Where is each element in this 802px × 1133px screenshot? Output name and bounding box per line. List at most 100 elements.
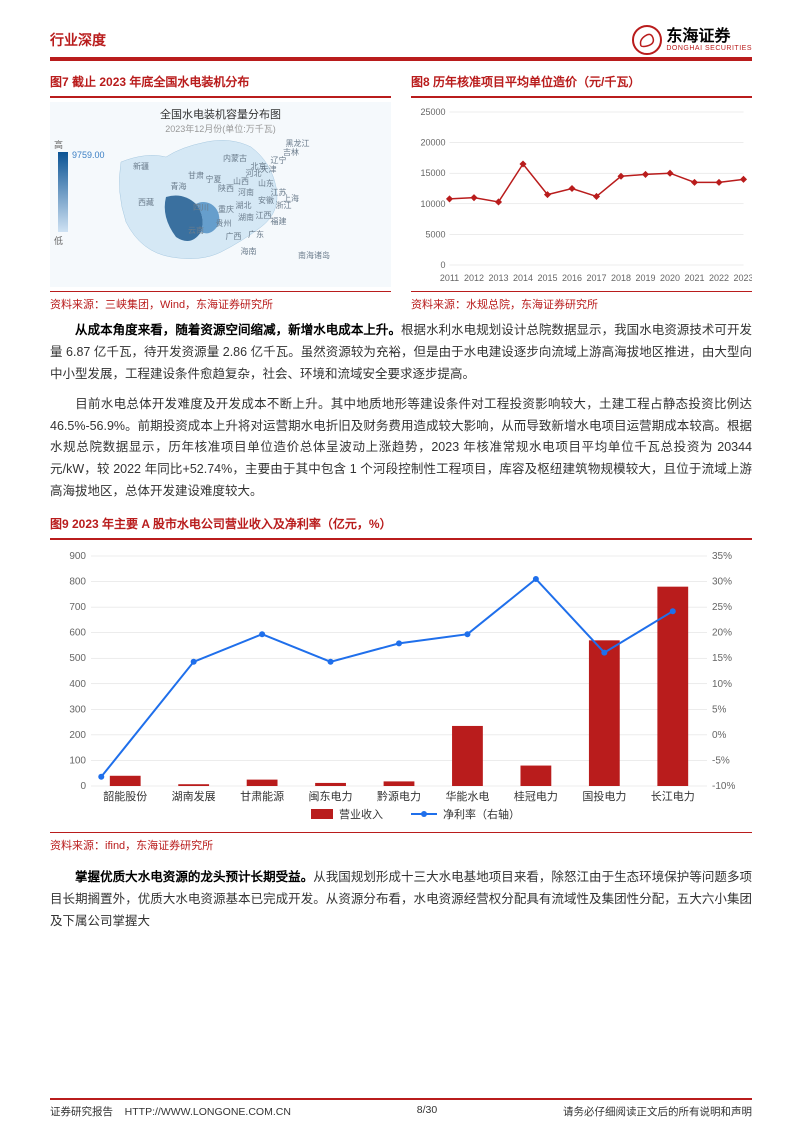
province-label: 贵州 [216, 218, 232, 229]
province-label: 湖北 [236, 200, 252, 211]
svg-text:2014: 2014 [513, 273, 533, 283]
svg-text:-5%: -5% [712, 755, 730, 766]
logo-icon [632, 25, 662, 55]
svg-text:25%: 25% [712, 602, 732, 613]
province-label: 青海 [171, 181, 187, 192]
fig9-block: 图9 2023 年主要 A 股市水电公司营业收入及净利率（亿元，%） 0 -10%… [50, 515, 752, 853]
fig7-block: 图7 截止 2023 年底全国水电装机分布 全国水电装机容量分布图 2023年1… [50, 73, 391, 312]
svg-text:闽东电力: 闽东电力 [309, 790, 353, 803]
province-label: 江西 [256, 210, 272, 221]
paragraph-2: 目前水电总体开发难度及开发成本不断上升。其中地质地形等建设条件对工程投资影响较大… [50, 394, 752, 503]
footer-page: 8/30 [417, 1104, 437, 1119]
fig8-title: 图8 历年核准项目平均单位造价（元/千瓦） [411, 73, 752, 90]
province-label: 吉林 [283, 147, 299, 158]
svg-text:2011: 2011 [440, 273, 459, 283]
logo-text-cn: 东海证券 [666, 29, 752, 45]
fig9-source: 资料来源：ifind，东海证券研究所 [50, 837, 752, 853]
province-label: 天津 [261, 164, 277, 175]
svg-text:黔源电力: 黔源电力 [377, 789, 421, 803]
svg-text:0: 0 [440, 260, 445, 270]
svg-text:营业收入: 营业收入 [339, 807, 383, 821]
header-title: 行业深度 [50, 30, 106, 50]
svg-text:-10%: -10% [712, 781, 735, 792]
svg-text:2012: 2012 [464, 273, 484, 283]
svg-text:韶能股份: 韶能股份 [103, 789, 147, 803]
para3-lead: 掌握优质大水电资源的龙头预计长期受益。 [75, 870, 313, 884]
province-label: 南海诸岛 [298, 250, 330, 261]
fig8-source: 资料来源：水规总院，东海证券研究所 [411, 296, 752, 312]
logo: 东海证券 DONGHAI SECURITIES [632, 25, 752, 55]
svg-text:800: 800 [69, 577, 86, 588]
svg-text:15%: 15% [712, 653, 732, 664]
legend-bar [58, 152, 68, 232]
svg-text:700: 700 [69, 602, 86, 613]
fig9-chart: 0-10%100-5%2000%3005%40010%50015%60020%7… [50, 548, 752, 828]
province-label: 上海 [283, 193, 299, 204]
svg-text:0: 0 [80, 781, 86, 792]
svg-text:0%: 0% [712, 730, 727, 741]
svg-text:2023: 2023 [733, 273, 752, 283]
province-label: 福建 [271, 216, 287, 227]
province-label: 广东 [248, 229, 264, 240]
svg-text:2013: 2013 [488, 273, 508, 283]
svg-text:2018: 2018 [611, 273, 631, 283]
legend-value: 9759.00 [72, 150, 105, 160]
svg-text:国投电力: 国投电力 [582, 789, 626, 803]
svg-text:净利率（右轴）: 净利率（右轴） [443, 807, 520, 821]
svg-text:甘肃能源: 甘肃能源 [240, 789, 284, 803]
footer-right: 请务必仔细阅读正文后的所有说明和声明 [563, 1104, 752, 1119]
province-label: 云南 [188, 225, 204, 236]
svg-text:20%: 20% [712, 628, 732, 639]
china-outline: 新疆西藏青海甘肃内蒙古宁夏陕西山西河北北京天津辽宁吉林黑龙江山东河南江苏安徽湖北… [111, 132, 331, 272]
svg-text:长江电力: 长江电力 [651, 790, 695, 803]
paragraph-1: 从成本角度来看，随着资源空间缩减，新增水电成本上升。根据水利水电规划设计总院数据… [50, 320, 752, 386]
svg-text:35%: 35% [712, 551, 732, 562]
svg-text:2022: 2022 [709, 273, 729, 283]
svg-text:2019: 2019 [635, 273, 655, 283]
para1-lead: 从成本角度来看，随着资源空间缩减，新增水电成本上升。 [75, 323, 401, 337]
province-label: 西藏 [138, 197, 154, 208]
svg-text:30%: 30% [712, 577, 732, 588]
svg-text:桂冠电力: 桂冠电力 [514, 789, 558, 803]
svg-text:500: 500 [69, 653, 86, 664]
svg-text:300: 300 [69, 704, 86, 715]
svg-text:100: 100 [69, 755, 86, 766]
province-label: 四川 [193, 202, 209, 213]
province-label: 安徽 [258, 195, 274, 206]
legend-low: 低 [54, 234, 63, 247]
svg-text:2016: 2016 [562, 273, 582, 283]
svg-text:华能水电: 华能水电 [445, 789, 489, 803]
province-label: 陕西 [218, 183, 234, 194]
footer-url: HTTP://WWW.LONGONE.COM.CN [125, 1106, 291, 1118]
fig7-map: 全国水电装机容量分布图 2023年12月份(单位:万千瓦) 高 低 9759.0… [50, 102, 391, 287]
fig9-title: 图9 2023 年主要 A 股市水电公司营业收入及净利率（亿元，%） [50, 515, 752, 532]
svg-text:2021: 2021 [684, 273, 704, 283]
fig7-source: 资料来源：三峡集团，Wind，东海证券研究所 [50, 296, 391, 312]
fig7-map-title: 全国水电装机容量分布图 [160, 106, 281, 122]
province-label: 新疆 [133, 161, 149, 172]
svg-text:900: 900 [69, 551, 86, 562]
logo-text-en: DONGHAI SECURITIES [666, 45, 752, 52]
fig8-chart: 0500010000150002000025000201120122013201… [411, 102, 752, 287]
province-label: 海南 [241, 246, 257, 257]
svg-text:2020: 2020 [660, 273, 680, 283]
province-label: 甘肃 [188, 170, 204, 181]
svg-text:20000: 20000 [420, 138, 445, 148]
province-label: 广西 [226, 231, 242, 242]
paragraph-3: 掌握优质大水电资源的龙头预计长期受益。从我国规划形成十三大水电基地项目来看，除怒… [50, 867, 752, 933]
province-label: 河南 [238, 187, 254, 198]
fig8-block: 图8 历年核准项目平均单位造价（元/千瓦） 050001000015000200… [411, 73, 752, 312]
page-footer: 证券研究报告 HTTP://WWW.LONGONE.COM.CN 8/30 请务… [50, 1098, 752, 1119]
svg-text:2015: 2015 [537, 273, 557, 283]
svg-text:10%: 10% [712, 679, 732, 690]
svg-text:600: 600 [69, 628, 86, 639]
fig7-title: 图7 截止 2023 年底全国水电装机分布 [50, 73, 391, 90]
province-label: 黑龙江 [286, 138, 310, 149]
svg-text:湖南发展: 湖南发展 [172, 789, 216, 803]
svg-text:200: 200 [69, 730, 86, 741]
page-header: 行业深度 东海证券 DONGHAI SECURITIES [50, 25, 752, 61]
svg-text:400: 400 [69, 679, 86, 690]
legend-high: 高 [54, 138, 63, 151]
svg-text:10000: 10000 [420, 199, 445, 209]
svg-text:25000: 25000 [420, 107, 445, 117]
